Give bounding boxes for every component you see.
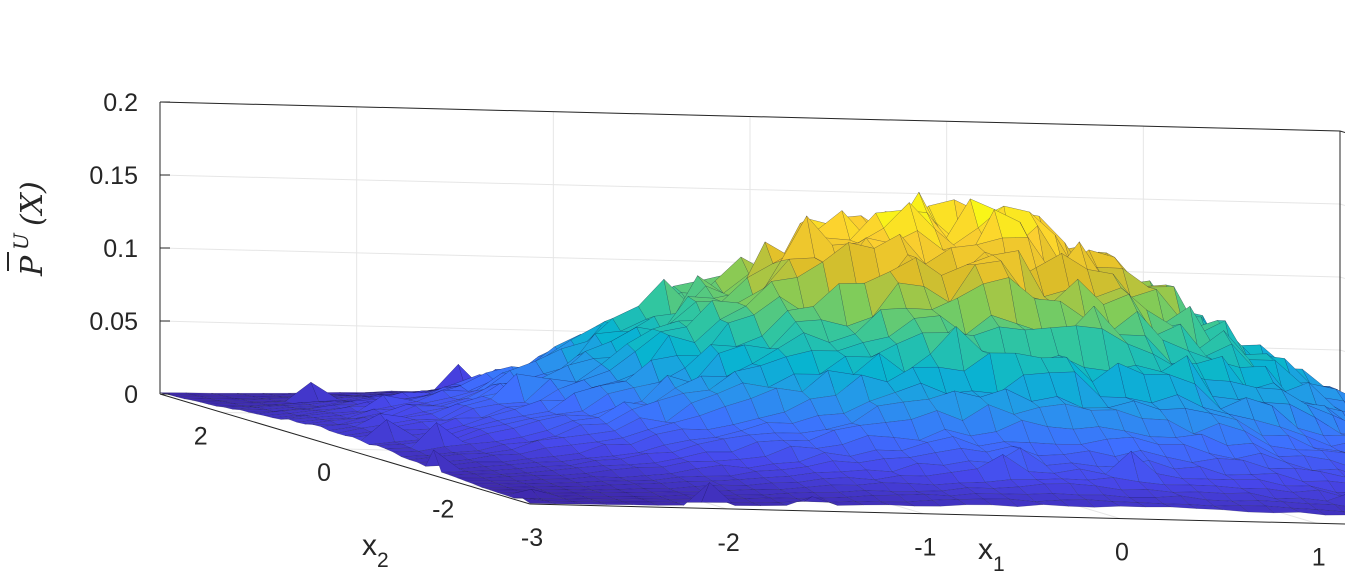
z-gridline [159,101,1345,134]
surface-patch [1334,406,1345,414]
z-tick-label: 0.05 [89,308,138,336]
surface-patch [1337,468,1345,477]
z-axis-label: P U (X) [7,181,50,277]
surface-patch [1327,480,1345,493]
surface-patch [1333,504,1345,512]
surface-patch [1332,414,1345,435]
front-axis-edge [159,393,531,505]
z-tick-label: 0.2 [103,89,138,117]
front-axes-lines [159,393,1345,525]
surface-patch [1328,459,1345,472]
z-axis-label-superscript: U [9,232,33,250]
y-tick-label: -2 [432,496,454,524]
surface-plot [159,191,1345,516]
y-tick-label: 2 [194,422,208,450]
surface-patch [1339,450,1345,453]
surface-patch [1324,405,1345,422]
axes-box-edge [1339,130,1345,134]
z-tick-label: 0 [124,381,138,409]
y-tick-label: 0 [317,459,331,487]
axes-box-edge [159,101,1341,132]
y-axis-label: x2 [362,529,389,572]
x-tick-labels: -3-2-1012 [521,524,1326,571]
x-axis-label: x1 [978,533,1005,576]
z-tick-labels: 0 0.05 0.1 0.15 0.2 [89,89,170,409]
surface-patch [1330,443,1345,453]
x-tick-label: -3 [521,524,543,552]
surface-patch [1342,511,1345,513]
x-tick-label: -1 [914,534,936,562]
z-tick-label: 0.1 [103,235,138,263]
surface-patch [1326,494,1345,507]
x-tick-label: 1 [1312,543,1326,571]
front-axis-edge [529,503,1345,525]
z-tick-label: 0.15 [89,162,138,190]
z-axis-label-symbol: P [15,255,50,277]
y-tick-labels: -2 0 2 [194,422,455,523]
x-tick-label: -2 [718,529,740,557]
surface-patch [1319,471,1345,484]
surface-patch [1329,386,1345,397]
surface-patch [1341,410,1345,417]
surface-patch [1335,388,1345,402]
z-axis-label-argument: (X) [15,181,50,226]
surface-patch [1340,433,1345,436]
surface-patch [1322,435,1345,447]
x-tick-label: 0 [1115,539,1129,567]
surface-patch [1321,450,1345,466]
